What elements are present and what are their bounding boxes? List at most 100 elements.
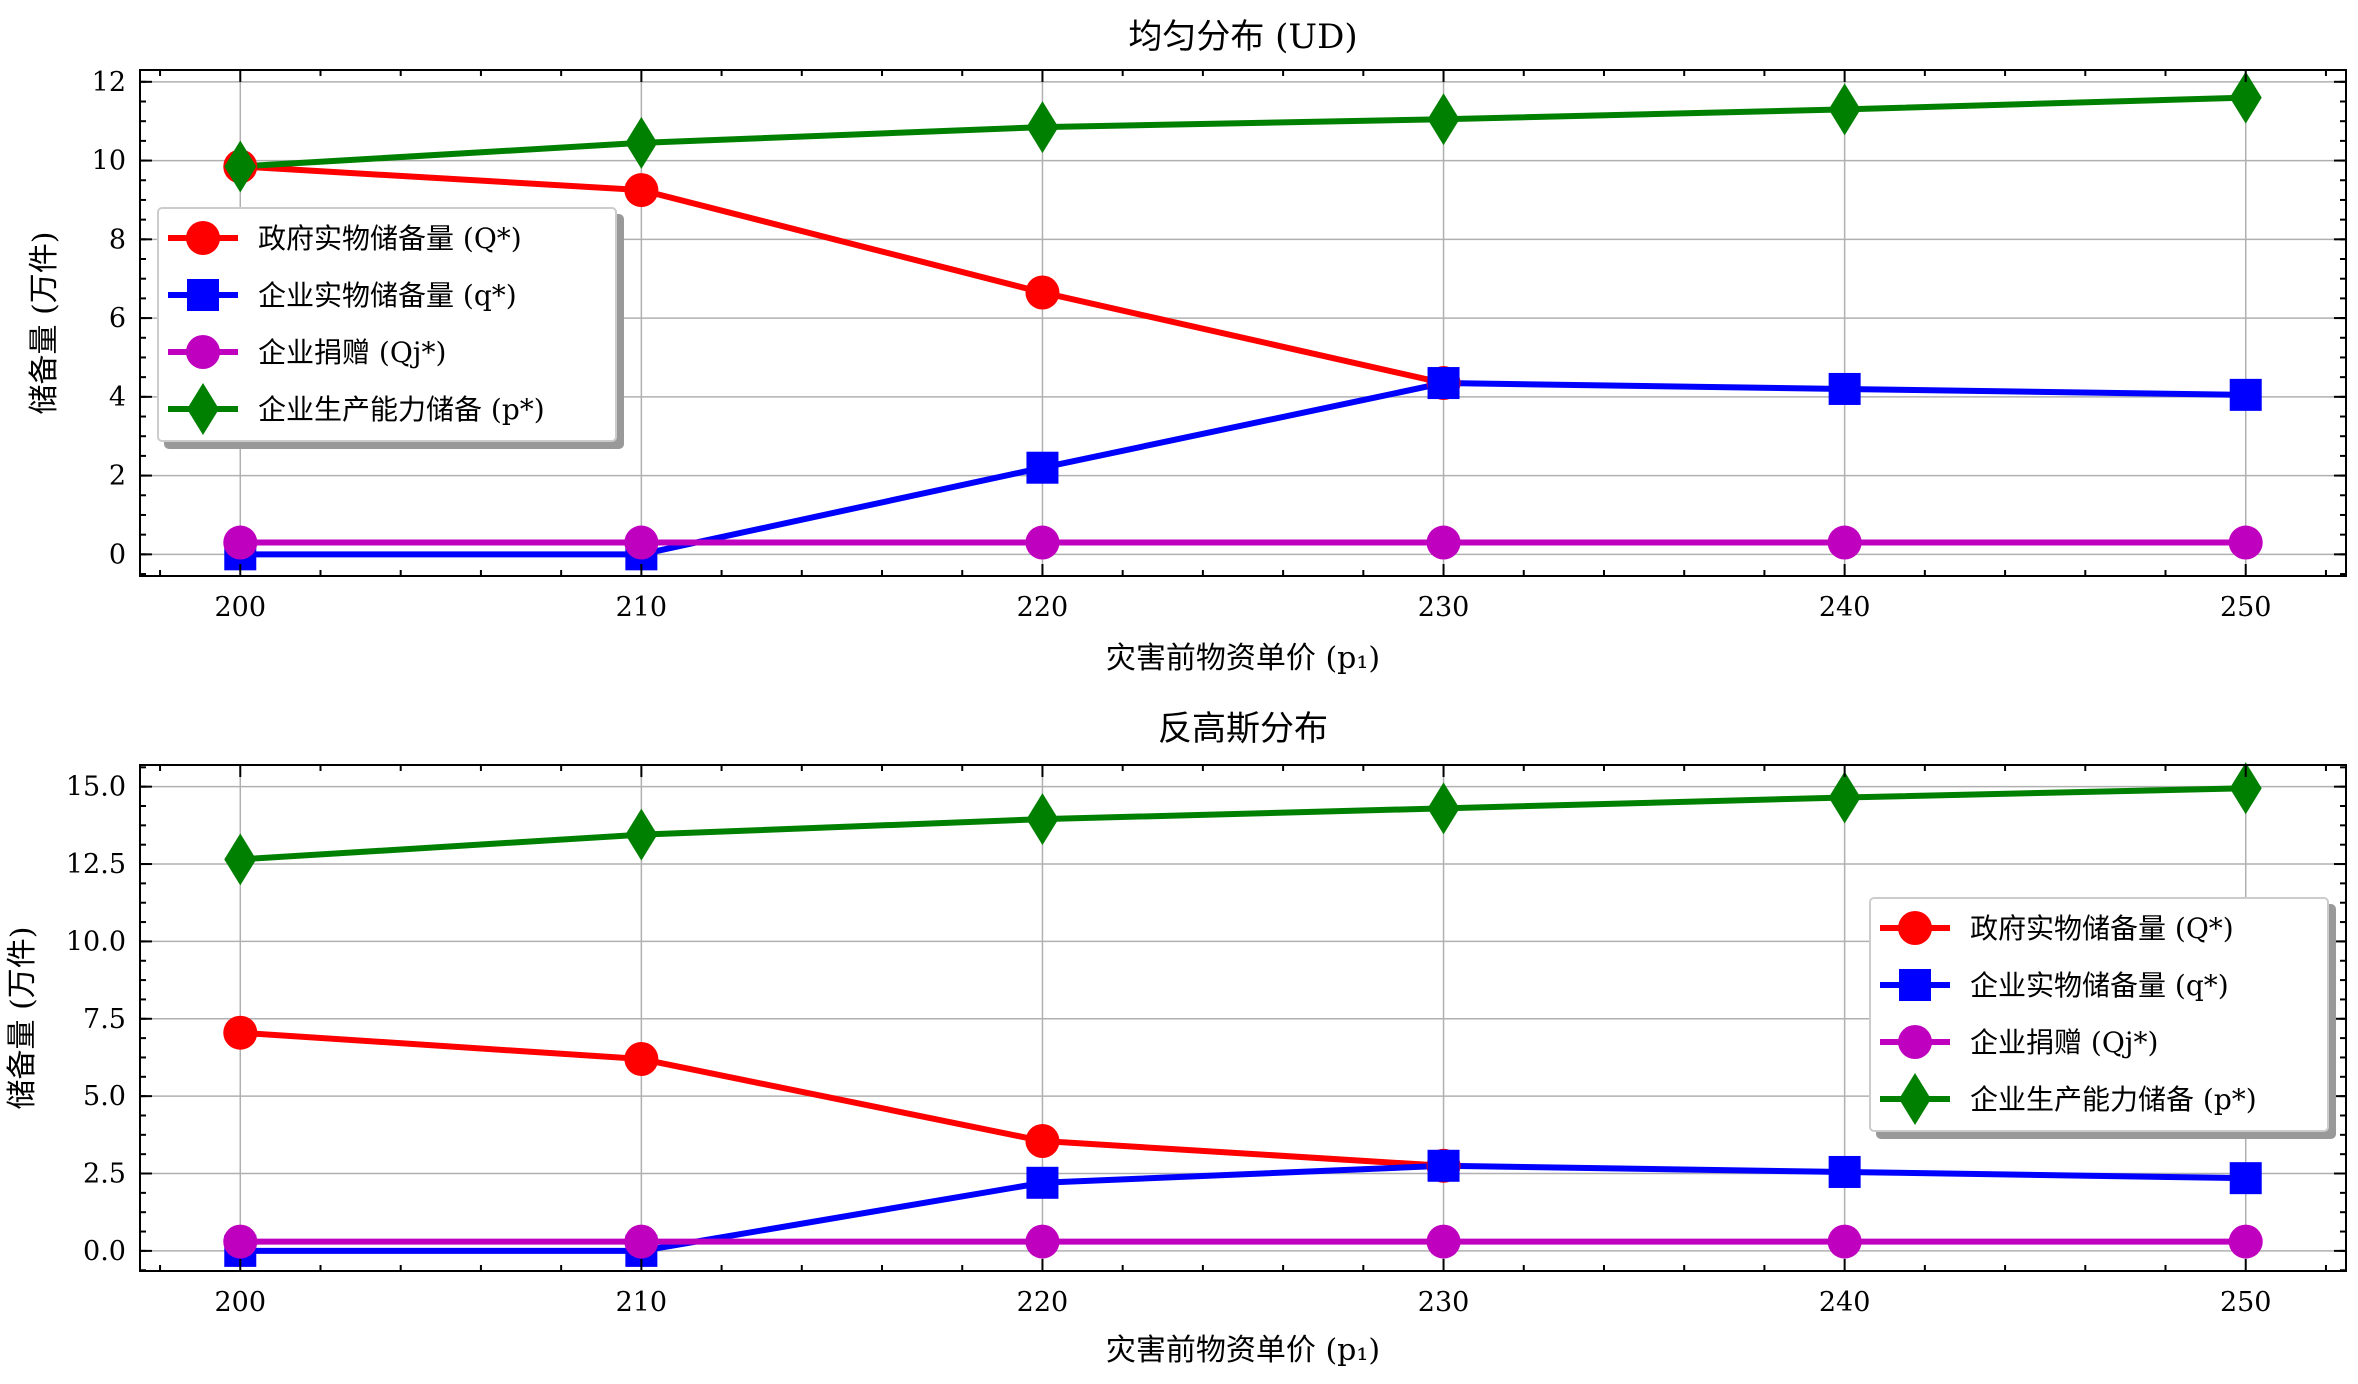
x-tick-label: 230	[1418, 592, 1470, 623]
y-axis-label: 储备量 (万件)	[5, 927, 40, 1110]
legend-item-1: 企业实物储备量 (q*)	[1880, 969, 2229, 1002]
x-tick-label: 200	[214, 592, 266, 623]
series-line-1	[240, 380, 2246, 558]
y-tick-label: 12.5	[66, 849, 126, 880]
legend-label: 政府实物储备量 (Q*)	[258, 222, 522, 255]
legend-item-1: 企业实物储备量 (q*)	[168, 279, 517, 312]
legend-box	[157, 207, 617, 442]
legend-label: 政府实物储备量 (Q*)	[1970, 912, 2234, 945]
series-group	[223, 762, 2263, 1267]
data-point-2-1	[624, 1224, 659, 1259]
data-point-1-4	[1828, 372, 1861, 405]
x-tick-label: 220	[1017, 592, 1069, 623]
y-tick-label: 10.0	[66, 926, 126, 957]
data-point-3-2	[1026, 101, 1059, 154]
chart-title: 均匀分布 (UD)	[1128, 17, 1357, 57]
x-tick-label: 240	[1819, 592, 1871, 623]
x-axis-label: 灾害前物资单价 (p₁)	[1106, 641, 1380, 676]
data-point-2-2	[1025, 525, 1060, 560]
data-point-2-4	[1827, 1224, 1862, 1259]
data-point-2-5	[2228, 525, 2263, 560]
legend-marker	[187, 279, 219, 311]
legend-marker	[1898, 911, 1932, 945]
data-point-1-2	[1026, 1166, 1059, 1199]
legend-item-2: 企业捐赠 (Qj*)	[1880, 1025, 2158, 1059]
x-tick-label: 230	[1418, 1287, 1470, 1318]
data-point-3-4	[1828, 83, 1861, 136]
data-point-1-4	[1828, 1155, 1861, 1188]
x-axis-label: 灾害前物资单价 (p₁)	[1106, 1333, 1380, 1368]
x-tick-label: 200	[214, 1287, 266, 1318]
y-tick-label: 7.5	[83, 1004, 126, 1035]
data-point-3-3	[1427, 782, 1460, 835]
y-tick-label: 5.0	[83, 1081, 126, 1112]
data-point-1-2	[1026, 451, 1059, 484]
data-point-1-5	[2229, 1162, 2262, 1195]
x-tick-label: 210	[616, 592, 668, 623]
series-line-0	[240, 1029, 1444, 1169]
data-point-1-3	[1427, 1149, 1460, 1182]
series-line-3	[240, 785, 2246, 863]
y-tick-label: 8	[109, 224, 126, 255]
legend-item-2: 企业捐赠 (Qj*)	[168, 335, 446, 369]
chart-panel-uniform: 200 210 220 230 240 250 0 2 4 6 8 10 12 均匀分布 (UD) 灾害前物…	[27, 17, 2347, 676]
series-line-3	[240, 94, 2246, 170]
legend-marker	[186, 335, 220, 369]
ticks	[140, 765, 2346, 1272]
x-tick-label: 240	[1819, 1287, 1871, 1318]
series-line-1	[240, 1162, 2246, 1254]
data-point-2-2	[1025, 1224, 1060, 1259]
legend-item-3: 企业生产能力储备 (p*)	[168, 383, 545, 435]
data-point-0-1	[624, 173, 659, 208]
series-line-0	[240, 163, 1445, 386]
y-tick-label: 10	[92, 146, 126, 177]
ticks	[140, 70, 2346, 576]
x-tick-label: 250	[2220, 592, 2272, 623]
data-point-3-2	[1026, 793, 1059, 846]
data-point-0-1	[624, 1042, 659, 1077]
legend-label: 企业生产能力储备 (p*)	[258, 393, 545, 426]
y-tick-label: 0	[109, 539, 126, 570]
plot-frame	[139, 69, 2347, 577]
data-point-0-2	[1025, 1124, 1060, 1159]
legend-label: 企业捐赠 (Qj*)	[258, 336, 446, 369]
data-point-1-3	[1427, 367, 1460, 400]
data-point-2-1	[624, 525, 659, 560]
data-point-1-5	[2229, 378, 2262, 411]
x-tick-label: 210	[616, 1287, 668, 1318]
data-point-2-0	[223, 1224, 258, 1259]
x-tick-label: 250	[2220, 1287, 2272, 1318]
legend-marker	[186, 221, 220, 255]
x-tick-label: 220	[1017, 1287, 1069, 1318]
data-point-3-0	[224, 140, 257, 193]
legend-label: 企业生产能力储备 (p*)	[1970, 1083, 2257, 1116]
legend-marker	[1899, 969, 1931, 1001]
legend-box	[1869, 897, 2329, 1132]
data-point-2-3	[1426, 525, 1461, 560]
y-tick-label: 2.5	[83, 1159, 126, 1190]
y-axis-label: 储备量 (万件)	[27, 232, 62, 415]
legend-item-0: 政府实物储备量 (Q*)	[168, 221, 522, 255]
data-point-3-0	[224, 833, 257, 886]
legend-marker	[187, 383, 219, 435]
data-point-3-1	[625, 808, 658, 861]
y-tick-label: 15.0	[66, 772, 126, 803]
data-point-3-3	[1427, 93, 1460, 146]
legend-label: 企业实物储备量 (q*)	[1970, 969, 2229, 1002]
legend-label: 企业捐赠 (Qj*)	[1970, 1026, 2158, 1059]
y-tick-label: 12	[92, 67, 126, 98]
data-point-3-5	[2229, 71, 2262, 124]
data-point-0-0	[223, 1015, 258, 1050]
data-point-3-5	[2229, 762, 2262, 815]
data-point-2-5	[2228, 1224, 2263, 1259]
y-tick-label: 2	[109, 461, 126, 492]
legend-marker	[1898, 1025, 1932, 1059]
chart-panel-inverse-gaussian: 200 210 220 230 240 250 0.0 2.5 5.0 7.5 10.0 12.5 15…	[5, 709, 2347, 1368]
data-point-2-3	[1426, 1224, 1461, 1259]
data-point-0-2	[1025, 275, 1060, 310]
y-tick-label: 0.0	[83, 1236, 126, 1267]
legend-item-0: 政府实物储备量 (Q*)	[1880, 911, 2234, 945]
y-tick-label: 4	[109, 382, 126, 413]
y-tick-label: 6	[109, 303, 126, 334]
